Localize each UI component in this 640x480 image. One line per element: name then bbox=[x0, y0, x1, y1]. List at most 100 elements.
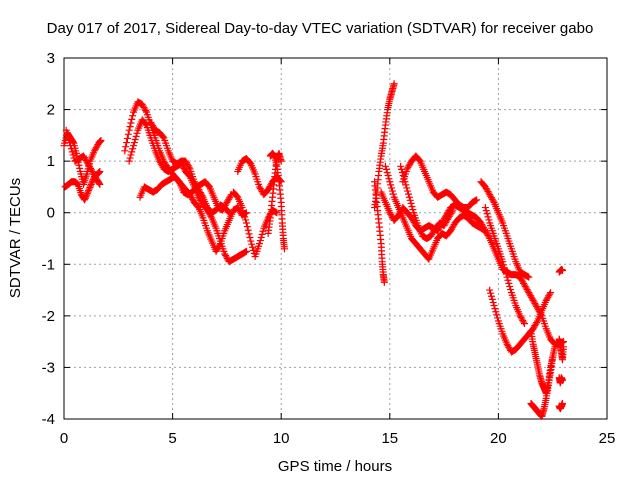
data-point-marker bbox=[558, 266, 566, 274]
data-point-marker bbox=[82, 193, 90, 201]
data-point-marker bbox=[405, 193, 413, 201]
data-point-marker bbox=[481, 227, 489, 235]
data-point-marker bbox=[248, 240, 256, 248]
data-point-marker bbox=[525, 273, 533, 281]
data-point-marker bbox=[493, 311, 501, 319]
data-point-marker bbox=[249, 243, 257, 251]
data-point-marker bbox=[533, 319, 541, 327]
data-point-marker bbox=[546, 290, 554, 298]
data-point-marker bbox=[484, 213, 492, 221]
y-axis-label: SDTVAR / TECUs bbox=[7, 178, 24, 298]
data-point-marker bbox=[397, 162, 405, 170]
data-point-marker bbox=[132, 132, 140, 140]
data-point-marker bbox=[245, 230, 253, 238]
data-point-marker bbox=[381, 162, 389, 170]
data-point-marker bbox=[491, 305, 499, 313]
data-point-marker bbox=[409, 206, 417, 214]
data-point-marker bbox=[67, 142, 75, 150]
data-point-marker bbox=[520, 318, 528, 326]
data-point-marker bbox=[490, 302, 498, 310]
data-point-marker bbox=[487, 289, 495, 297]
data-point-marker bbox=[488, 295, 496, 303]
y-tick-label: 0 bbox=[47, 205, 55, 222]
data-point-marker bbox=[499, 258, 507, 266]
data-point-marker bbox=[85, 185, 93, 193]
data-point-marker bbox=[398, 165, 406, 173]
chart-title: Day 017 of 2017, Sidereal Day-to-day VTE… bbox=[47, 20, 594, 37]
data-point-marker bbox=[130, 139, 138, 147]
data-point-marker bbox=[259, 227, 267, 235]
data-point-marker bbox=[273, 209, 281, 217]
data-point-marker bbox=[483, 210, 491, 218]
data-point-marker bbox=[407, 199, 415, 207]
data-point-marker bbox=[125, 157, 133, 165]
data-point-marker bbox=[387, 181, 395, 189]
data-point-marker bbox=[185, 163, 193, 171]
data-point-marker bbox=[503, 273, 511, 281]
data-point-marker bbox=[83, 190, 91, 198]
data-point-marker bbox=[88, 179, 96, 187]
data-point-marker bbox=[380, 278, 388, 286]
data-markers bbox=[60, 80, 568, 420]
data-point-marker bbox=[255, 240, 263, 248]
data-point-marker bbox=[504, 276, 512, 284]
data-point-marker bbox=[280, 245, 288, 253]
data-point-marker bbox=[122, 143, 130, 151]
data-point-marker bbox=[257, 233, 265, 241]
data-point-marker bbox=[244, 226, 252, 234]
data-point-marker bbox=[241, 213, 249, 221]
grid bbox=[64, 58, 607, 419]
x-tick-label: 0 bbox=[60, 430, 68, 447]
data-point-marker bbox=[133, 129, 141, 137]
data-point-marker bbox=[492, 308, 500, 316]
data-point-marker bbox=[198, 192, 206, 200]
data-point-marker bbox=[127, 151, 135, 159]
data-point-marker bbox=[123, 134, 131, 142]
data-point-marker bbox=[62, 126, 70, 134]
data-point-marker bbox=[69, 151, 77, 159]
data-point-marker bbox=[399, 172, 407, 180]
data-point-marker bbox=[388, 184, 396, 192]
data-point-marker bbox=[84, 188, 92, 196]
data-point-marker bbox=[406, 196, 414, 204]
data-point-marker bbox=[382, 165, 390, 173]
data-point-marker bbox=[404, 190, 412, 198]
data-point-marker bbox=[242, 247, 250, 255]
data-point-marker bbox=[243, 223, 251, 231]
data-point-marker bbox=[558, 400, 566, 408]
x-tick-label: 10 bbox=[273, 430, 290, 447]
plot-frame bbox=[63, 57, 608, 420]
data-point-marker bbox=[401, 178, 409, 186]
data-point-marker bbox=[388, 187, 396, 195]
data-point-marker bbox=[68, 148, 76, 156]
data-point-marker bbox=[142, 107, 150, 115]
data-point-marker bbox=[81, 194, 89, 202]
y-tick-label: 1 bbox=[47, 153, 55, 170]
data-point-marker bbox=[398, 168, 406, 176]
data-point-marker bbox=[520, 320, 528, 328]
y-tick-label: -4 bbox=[42, 411, 55, 428]
data-point-marker bbox=[126, 123, 134, 131]
data-point-marker bbox=[128, 115, 136, 123]
data-point-marker bbox=[385, 175, 393, 183]
data-point-marker bbox=[500, 261, 508, 269]
x-tick-label: 20 bbox=[490, 430, 507, 447]
data-point-marker bbox=[489, 197, 497, 205]
data-point-marker bbox=[86, 182, 94, 190]
data-point-marker bbox=[247, 237, 255, 245]
data-point-marker bbox=[256, 237, 264, 245]
data-point-marker bbox=[238, 204, 246, 212]
data-point-marker bbox=[449, 206, 457, 214]
data-point-marker bbox=[126, 154, 134, 162]
data-point-marker bbox=[408, 203, 416, 211]
data-point-marker bbox=[390, 80, 398, 88]
data-point-marker bbox=[277, 157, 285, 165]
axis-ticks: 0 5 10 15 20 25 -4 -3 -2 -1 0 1 2 3 bbox=[42, 50, 616, 447]
data-point-marker bbox=[473, 196, 481, 204]
data-point-marker bbox=[383, 168, 391, 176]
data-point-marker bbox=[83, 191, 91, 199]
data-point-marker bbox=[246, 233, 254, 241]
y-tick-label: 3 bbox=[47, 50, 55, 67]
data-point-marker bbox=[226, 192, 234, 200]
